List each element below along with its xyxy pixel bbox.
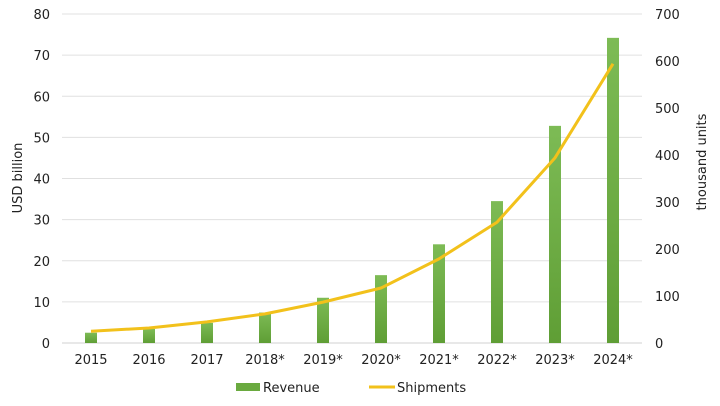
bar-revenue — [259, 312, 271, 343]
bar-revenue — [85, 332, 97, 343]
legend-swatch-revenue — [236, 383, 260, 391]
y-tick-label: 50 — [33, 131, 50, 146]
y-tick-label: 70 — [33, 49, 50, 64]
y-tick-label: 60 — [33, 90, 50, 105]
bar-revenue — [375, 275, 387, 343]
y2-axis-label: thousand units — [695, 113, 710, 210]
x-tick-label: 2021* — [419, 353, 459, 368]
y2-tick-label: 400 — [655, 149, 680, 164]
y-tick-label: 20 — [33, 255, 50, 270]
y2-tick-label: 700 — [655, 8, 680, 23]
bar-revenue — [607, 37, 619, 343]
x-tick-label: 2024* — [593, 353, 633, 368]
x-tick-label: 2015 — [74, 353, 107, 368]
x-tick-label: 2017 — [190, 353, 223, 368]
x-tick-label: 2020* — [361, 353, 401, 368]
bar-revenue — [143, 329, 155, 343]
y-tick-label: 80 — [33, 8, 50, 23]
bar-revenue — [549, 125, 561, 343]
bar-revenue — [201, 322, 213, 343]
y-tick-label: 30 — [33, 214, 50, 229]
y2-tick-label: 600 — [655, 55, 680, 70]
x-tick-label: 2019* — [303, 353, 343, 368]
y2-tick-label: 0 — [655, 337, 663, 352]
x-tick-label: 2018* — [245, 353, 285, 368]
y2-tick-label: 100 — [655, 290, 680, 305]
bar-revenue — [491, 201, 503, 343]
y-tick-label: 0 — [42, 337, 50, 352]
bar-revenue — [317, 297, 329, 343]
y-tick-label: 10 — [33, 296, 50, 311]
x-tick-label: 2022* — [477, 353, 517, 368]
x-tick-label: 2016 — [132, 353, 165, 368]
x-tick-label: 2023* — [535, 353, 575, 368]
legend-label-revenue: Revenue — [263, 381, 320, 396]
legend-label-shipments: Shipments — [397, 381, 466, 396]
y-tick-label: 40 — [33, 173, 50, 188]
y-axis-label: USD billion — [11, 143, 26, 214]
y2-tick-label: 500 — [655, 102, 680, 117]
bar-revenue — [433, 244, 445, 343]
y2-tick-label: 300 — [655, 196, 680, 211]
line-shipments — [90, 63, 615, 333]
y2-tick-label: 200 — [655, 243, 680, 258]
